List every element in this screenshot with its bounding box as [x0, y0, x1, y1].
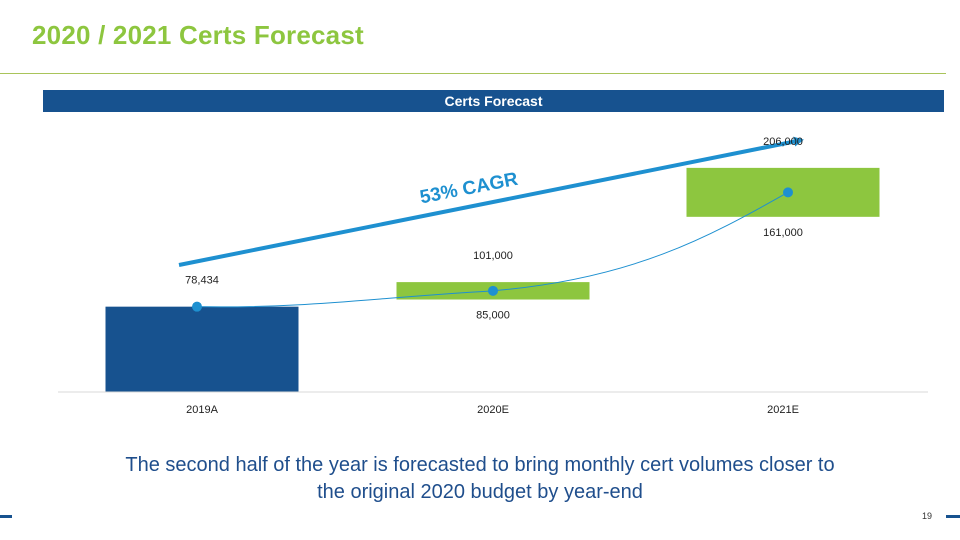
caption-line-2: the original 2020 budget by year-end — [317, 481, 643, 503]
trend-point-2020E — [488, 285, 498, 296]
slide-title: 2020 / 2021 Certs Forecast — [32, 20, 364, 50]
x-tick-2020E: 2020E — [477, 404, 509, 416]
data-label-low-2020E: 85,000 — [476, 310, 510, 322]
caption-line-1: The second half of the year is forecaste… — [125, 454, 835, 476]
page-number: 19 — [922, 511, 933, 521]
x-tick-2021E: 2021E — [767, 404, 799, 416]
footer-accent-left — [0, 515, 12, 518]
bar-2019A — [105, 306, 299, 392]
cagr-annotation: 53% CAGR — [418, 169, 520, 209]
cagr-arrow — [178, 136, 804, 267]
caption: The second half of the year is forecaste… — [80, 452, 880, 506]
x-tick-2019A: 2019A — [186, 404, 218, 416]
data-label-high-2020E: 101,000 — [473, 250, 513, 262]
trend-point-2021E — [783, 187, 793, 198]
trend-point-2019A — [192, 301, 202, 312]
footer-accent-right — [946, 515, 960, 518]
data-label-low-2021E: 161,000 — [763, 227, 803, 239]
data-label-high-2021E: 206,000 — [763, 136, 803, 148]
data-label-high-2019A: 78,434 — [185, 275, 219, 287]
title-divider — [0, 73, 946, 74]
chart-title: Certs Forecast — [43, 90, 944, 112]
